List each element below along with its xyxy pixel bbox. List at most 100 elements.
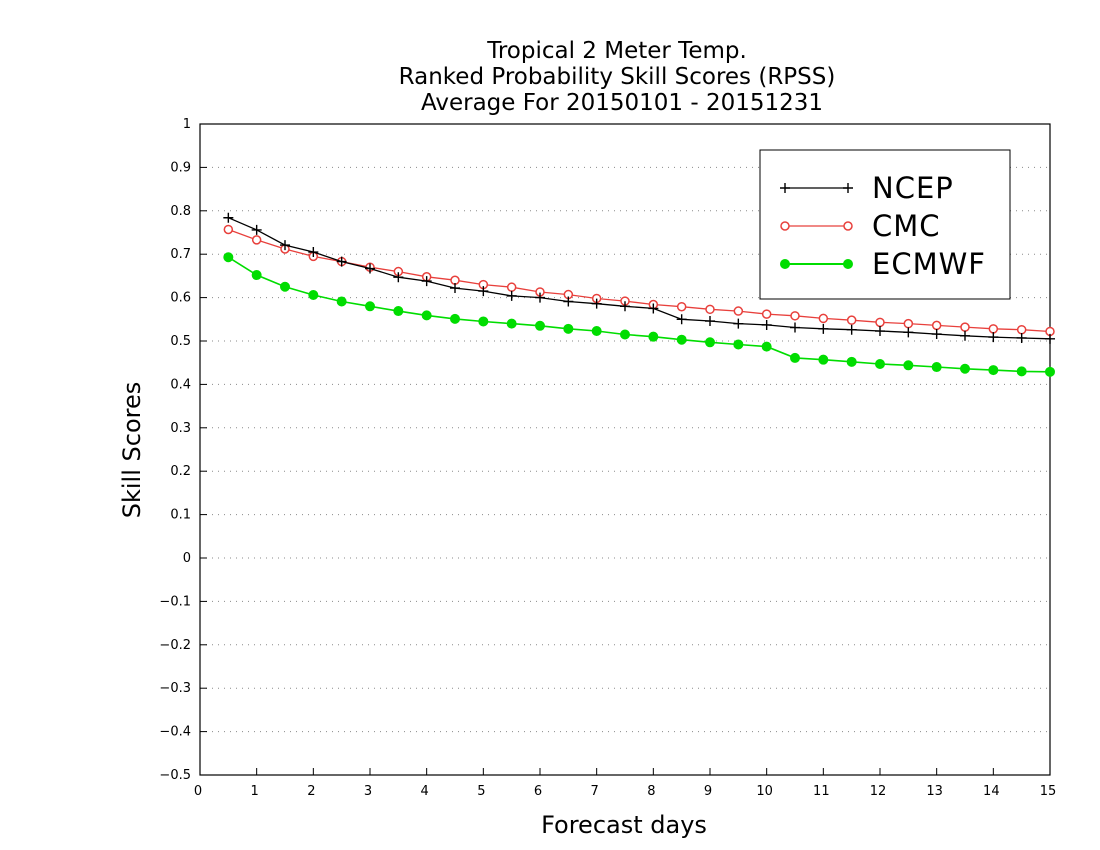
ncep-point [591,298,602,309]
ncep-point [1045,333,1055,344]
ecmwf-point [535,320,545,331]
ecmwf-point [903,360,914,371]
ecmwf-point [676,334,687,345]
legend-label-cmc: CMC [872,209,941,243]
y-tick-label: −0.1 [159,594,191,609]
y-tick-label: 0.5 [170,334,191,349]
ncep-point [223,212,234,223]
ecmwf-point [251,270,262,281]
y-tick-label: −0.4 [159,725,191,740]
ecmwf-point [761,341,772,352]
series-ncep [223,212,1055,344]
legend-marker-ecmwf [780,259,790,269]
ecmwf-point [960,363,970,374]
cmc-point [931,320,942,331]
y-tick-label: 0.9 [170,160,191,175]
y-axis-label: Skill Scores [118,382,146,519]
ncep-point [733,318,744,329]
x-tick-label: 6 [534,784,542,799]
ecmwf-point [1045,366,1055,377]
ncep-point [506,290,517,301]
plot-frame [199,123,1051,776]
ecmwf-point [336,296,347,307]
ecmwf-point [1016,366,1027,377]
y-tick-label: 1 [183,117,191,132]
x-tick-label: 13 [926,784,943,799]
ecmwf-point [648,331,659,342]
chart-title-line-3: Average For 20150101 - 20151231 [421,90,823,116]
legend-marker-cmc [843,221,853,231]
y-tick-label: 0.8 [170,204,191,219]
ecmwf-point [846,356,857,367]
legend-label-ncep: NCEP [872,171,954,205]
ncep-point [308,247,319,258]
x-tick-label: 9 [704,784,712,799]
legend-label-ecmwf: ECMWF [872,247,986,281]
cmc-point [903,318,914,329]
x-tick-label: 5 [477,784,485,799]
ncep-point [931,329,942,340]
ncep-point [846,324,857,335]
cmc-point [223,224,234,235]
legend-marker-ncep [780,183,790,193]
ecmwf-point [790,352,800,363]
ecmwf-point [705,337,715,348]
legend: NCEP CMC ECMWF [759,149,1011,300]
cmc-point [705,304,715,315]
x-tick-label: 14 [983,784,1000,799]
chart-title-line-1: Tropical 2 Meter Temp. [486,38,747,64]
y-tick-label: 0.6 [170,291,191,306]
ncep-point [676,314,687,325]
ecmwf-point [620,329,630,340]
ncep-point [620,301,630,312]
ncep-point [960,330,970,341]
ecmwf-point [365,301,375,312]
ncep-point [421,276,432,287]
ecmwf-point [733,339,744,350]
ncep-point [450,283,460,294]
series-ecmwf [223,252,1055,377]
ncep-point [1016,332,1027,343]
ncep-point [478,286,489,297]
x-tick-label: 11 [813,784,830,799]
ncep-point [648,303,659,314]
cmc-point [676,301,687,312]
x-tick-label: 7 [591,784,599,799]
legend-box [759,149,1011,300]
ecmwf-point [563,323,574,334]
legend-item-ncep: NCEP [780,171,954,205]
ecmwf-point [931,362,942,373]
chart-title-line-2: Ranked Probability Skill Scores (RPSS) [399,64,836,90]
ecmwf-point [308,289,319,300]
ncep-point [790,322,800,333]
legend-marker-ecmwf [843,259,853,269]
cmc-point [506,282,517,292]
y-tick-label: 0 [183,551,191,566]
ecmwf-point [506,318,517,329]
x-tick-label: 8 [647,784,655,799]
legend-marker-ncep [843,183,853,193]
y-tick-label: 0.7 [170,247,191,262]
x-tick-label: 15 [1040,784,1057,799]
cmc-point [846,315,857,325]
ncep-point [535,292,545,303]
cmc-point [761,309,772,319]
cmc-point [251,235,262,245]
x-tick-label: 4 [421,784,429,799]
ncep-point [761,319,772,330]
chart-title: Tropical 2 Meter Temp. Ranked Probabilit… [399,38,836,116]
ncep-point [903,327,914,338]
cmc-point [1016,324,1027,335]
cmc-point [450,275,460,285]
x-tick-label: 12 [870,784,887,799]
x-axis: 0 1 2 3 4 5 6 7 8 9 10 11 12 13 14 15 [194,768,1056,799]
ecmwf-point [818,354,829,365]
series-layer [223,212,1055,377]
y-tick-label: 0.2 [170,464,191,479]
x-axis-label: Forecast days [541,811,707,839]
cmc-point [790,311,800,321]
legend-marker-cmc [780,221,790,231]
ncep-point [705,316,715,327]
ecmwf-point [450,313,460,324]
ncep-point [988,332,999,343]
